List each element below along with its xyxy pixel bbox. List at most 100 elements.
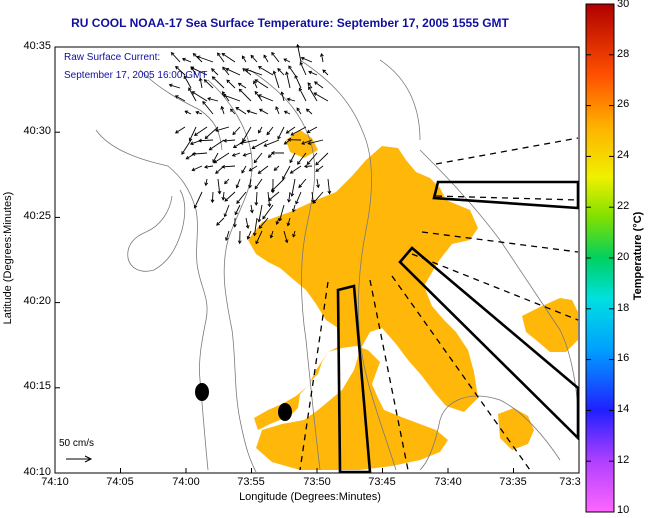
- current-vector: [268, 191, 280, 201]
- current-vector: [263, 54, 269, 63]
- current-vector: [296, 107, 302, 115]
- current-vector: [241, 165, 247, 174]
- current-vector: [191, 91, 208, 102]
- current-vector: [175, 126, 186, 134]
- current-vector: [299, 62, 307, 76]
- current-vector-head: [289, 159, 293, 164]
- current-vector: [249, 178, 252, 188]
- current-vector: [213, 152, 230, 164]
- scale-vector-head: [84, 455, 93, 463]
- current-vector: [236, 191, 247, 204]
- current-vector: [275, 106, 280, 115]
- current-vector: [295, 191, 302, 204]
- current-vector-head: [174, 95, 179, 99]
- current-vector-head: [232, 131, 236, 136]
- current-vector-head: [185, 155, 190, 160]
- current-vector-head: [195, 110, 200, 115]
- current-vector: [234, 204, 241, 215]
- colorbar-tick-label: 14: [617, 403, 630, 415]
- current-vector: [327, 178, 331, 194]
- current-vector-head: [230, 108, 234, 113]
- current-vector-head: [193, 204, 198, 209]
- current-vector: [308, 71, 318, 76]
- current-vector-head: [254, 90, 259, 95]
- current-vector-head: [188, 87, 192, 92]
- y-tick-label: 40:10: [23, 466, 51, 478]
- current-vector: [181, 139, 192, 155]
- current-vector: [281, 91, 285, 102]
- current-vector-head: [204, 164, 208, 169]
- y-tick-label: 40:35: [23, 40, 51, 52]
- current-vector: [286, 126, 296, 134]
- current-vector-head: [254, 79, 259, 83]
- current-vector: [262, 204, 274, 220]
- current-vector-head: [238, 88, 243, 93]
- current-vector: [277, 126, 285, 140]
- current-vector-head: [313, 81, 318, 85]
- survey-box-east: [432, 180, 580, 210]
- current-vector: [270, 230, 274, 238]
- colorbar-tick-label: 12: [617, 454, 630, 466]
- current-vector: [224, 191, 236, 202]
- current-vector: [277, 68, 285, 76]
- current-vector: [258, 94, 274, 102]
- current-vector-head: [306, 161, 311, 165]
- sector-line-7: [299, 281, 329, 471]
- current-vector-head: [232, 144, 237, 148]
- current-vector-head: [286, 97, 291, 102]
- current-vector-head: [254, 185, 259, 190]
- current-vector-head: [217, 190, 222, 195]
- current-vector-head: [226, 79, 231, 84]
- current-vector: [254, 79, 269, 89]
- current-vector-head: [211, 76, 216, 80]
- contour-2: [249, 69, 321, 471]
- current-vector-head: [257, 66, 262, 70]
- current-vector-head: [270, 188, 275, 192]
- contour-4: [379, 59, 579, 411]
- current-vector-head: [215, 128, 219, 133]
- current-vector: [299, 88, 307, 102]
- current-vector-head: [222, 66, 226, 71]
- current-vector-head: [231, 153, 236, 157]
- x-tick-label: 73:55: [237, 476, 265, 488]
- current-vector-head: [315, 168, 320, 172]
- current-vector-head: [284, 239, 289, 244]
- current-vector-head: [191, 152, 196, 156]
- x-axis-label: Longitude (Degrees:Minutes): [239, 491, 381, 503]
- current-vector-head: [237, 240, 242, 245]
- current-vector: [223, 94, 241, 102]
- current-vector: [211, 191, 214, 203]
- current-vector: [194, 191, 203, 209]
- current-vector: [190, 66, 208, 76]
- current-vector-head: [191, 91, 196, 95]
- current-vector-head: [217, 52, 221, 57]
- current-vector-head: [299, 61, 304, 66]
- x-tick-label: 73:3: [559, 476, 581, 488]
- current-vector: [169, 84, 181, 89]
- current-vector-head: [303, 164, 308, 169]
- sst-patches: [248, 130, 578, 470]
- current-vector-head: [191, 167, 196, 172]
- current-vector: [243, 152, 252, 157]
- current-vector: [250, 204, 253, 213]
- current-vector-head: [298, 87, 303, 92]
- current-vector-head: [246, 109, 251, 114]
- current-vector: [202, 101, 214, 115]
- current-vector-head: [223, 213, 228, 218]
- current-vector-head: [253, 159, 258, 164]
- sector-line-4: [411, 253, 579, 321]
- colorbar-tick-label: 18: [617, 302, 630, 314]
- current-vector: [287, 217, 291, 226]
- current-vector-head: [275, 106, 279, 110]
- current-vector-head: [192, 52, 197, 57]
- current-vector: [247, 110, 258, 115]
- current-vector: [240, 139, 258, 144]
- current-vector-head: [253, 80, 257, 85]
- current-vector-head: [211, 68, 215, 72]
- current-vector-head: [286, 222, 291, 227]
- x-tick-label: 74:00: [172, 476, 200, 488]
- current-vector-head: [300, 56, 305, 61]
- current-vector: [258, 66, 274, 76]
- current-vectors: [168, 43, 332, 245]
- current-vector: [292, 230, 296, 237]
